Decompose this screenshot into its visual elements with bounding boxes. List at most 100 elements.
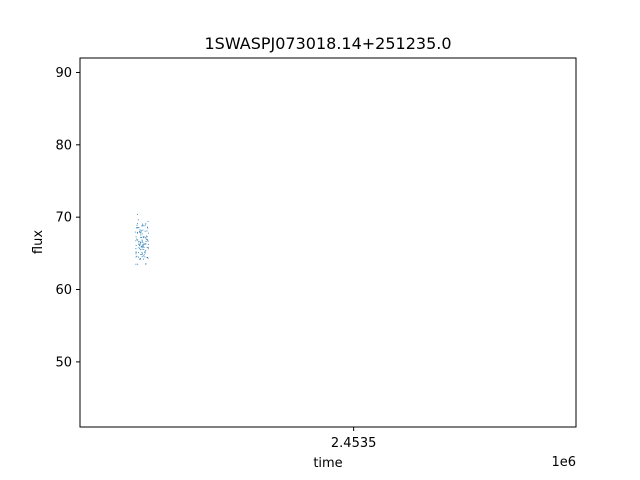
- data-point: [145, 223, 147, 225]
- data-point: [143, 236, 145, 238]
- data-point: [142, 243, 144, 245]
- data-point: [141, 239, 143, 241]
- data-point: [140, 237, 142, 238]
- data-point: [145, 263, 147, 265]
- data-point: [135, 240, 137, 242]
- data-point: [141, 252, 143, 253]
- data-point: [138, 248, 140, 250]
- data-point: [142, 241, 144, 243]
- data-point: [139, 241, 141, 243]
- data-point: [142, 236, 144, 238]
- data-point: [138, 246, 140, 248]
- data-point: [143, 249, 145, 250]
- data-point: [144, 251, 146, 253]
- data-point: [145, 249, 147, 251]
- data-point: [140, 241, 142, 243]
- data-point: [142, 258, 144, 260]
- data-point: [139, 232, 141, 234]
- data-point: [137, 231, 138, 233]
- data-point: [140, 245, 142, 247]
- data-point: [135, 236, 137, 238]
- data-point: [144, 243, 145, 245]
- data-point: [141, 248, 143, 250]
- data-point: [139, 229, 141, 231]
- data-point: [141, 225, 143, 227]
- chart-title: 1SWASPJ073018.14+251235.0: [204, 34, 451, 53]
- data-point: [137, 219, 139, 221]
- data-point: [146, 257, 148, 259]
- data-point: [147, 248, 149, 250]
- data-point: [135, 253, 137, 255]
- data-point: [136, 238, 138, 240]
- data-point: [136, 213, 138, 215]
- data-point: [142, 223, 143, 225]
- data-point: [142, 244, 144, 246]
- data-point: [147, 226, 148, 228]
- data-point: [142, 244, 144, 246]
- data-point: [147, 232, 149, 234]
- data-point: [146, 239, 148, 240]
- data-point: [145, 243, 147, 245]
- data-point: [138, 231, 140, 233]
- data-point: [144, 225, 146, 227]
- data-point: [137, 223, 138, 225]
- data-point: [142, 229, 144, 231]
- data-point: [135, 256, 137, 258]
- data-point: [143, 254, 145, 256]
- data-point: [147, 227, 148, 229]
- data-point: [140, 243, 142, 245]
- data-point: [138, 243, 140, 245]
- data-point: [147, 220, 149, 222]
- data-point: [142, 255, 144, 257]
- data-point: [146, 230, 148, 232]
- data-point: [140, 234, 142, 236]
- data-point: [137, 263, 139, 265]
- data-point: [140, 246, 142, 248]
- data-point: [145, 241, 147, 243]
- data-point: [147, 243, 149, 245]
- data-point: [145, 237, 147, 239]
- data-point: [140, 231, 142, 233]
- data-point: [146, 238, 148, 240]
- data-point: [146, 236, 148, 238]
- data-point: [139, 258, 141, 260]
- data-point: [140, 254, 142, 255]
- data-point: [145, 235, 147, 237]
- data-point: [136, 227, 138, 229]
- data-point: [141, 246, 143, 248]
- data-point: [136, 255, 138, 257]
- data-point: [138, 252, 140, 254]
- data-point: [136, 227, 138, 229]
- data-point: [147, 246, 149, 248]
- data-point: [139, 231, 141, 233]
- data-point: [144, 243, 146, 245]
- data-point: [147, 257, 149, 258]
- data-point: [135, 263, 137, 265]
- data-point: [145, 263, 147, 265]
- data-point: [141, 240, 143, 242]
- data-point: [141, 233, 143, 235]
- data-point: [137, 239, 139, 241]
- data-point: [135, 251, 137, 253]
- data-point: [140, 249, 141, 251]
- data-point: [135, 248, 137, 250]
- data-point: [142, 224, 144, 226]
- data-point: [144, 252, 146, 254]
- data-point: [144, 230, 146, 232]
- data-point: [142, 246, 144, 248]
- data-point: [135, 251, 137, 253]
- data-point: [142, 237, 144, 239]
- data-point: [140, 230, 142, 232]
- data-point: [139, 244, 141, 246]
- data-point: [138, 227, 140, 229]
- data-point: [142, 245, 144, 247]
- data-point: [136, 224, 138, 226]
- data-point: [140, 236, 142, 238]
- data-point: [135, 231, 137, 233]
- data-point: [135, 245, 137, 246]
- data-points: [135, 213, 149, 265]
- data-point: [144, 256, 146, 258]
- data-point: [138, 256, 139, 258]
- data-point: [145, 237, 147, 238]
